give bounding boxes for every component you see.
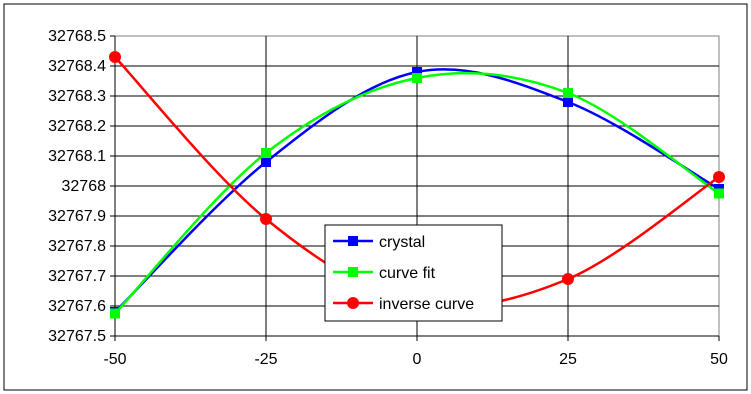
data-point <box>562 273 574 285</box>
y-tick-label: 32767.5 <box>48 328 106 345</box>
data-point <box>563 88 573 98</box>
data-point <box>109 51 121 63</box>
y-tick-label: 32767.8 <box>48 238 106 255</box>
y-tick-label: 32767.9 <box>48 208 106 225</box>
y-tick-label: 32768.4 <box>48 58 106 75</box>
legend-swatch-marker <box>348 267 358 277</box>
y-tick-label: 32768 <box>62 178 107 195</box>
legend-item: curve fit <box>333 265 436 282</box>
data-point <box>260 213 272 225</box>
axes: 32767.5 32767.6 32767.7 32767.8 32767.9 32768… <box>48 28 728 368</box>
y-tick-label: 32767.6 <box>48 298 106 315</box>
data-point <box>713 171 725 183</box>
data-point <box>261 157 271 167</box>
x-tick-label: -25 <box>254 351 277 368</box>
y-tick-label: 32768.1 <box>48 148 106 165</box>
legend-label: inverse curve <box>379 296 474 313</box>
legend-label: crystal <box>379 234 425 251</box>
data-point <box>412 73 422 83</box>
legend-item: crystal <box>333 234 425 251</box>
legend-swatch-marker <box>347 297 359 309</box>
data-point <box>563 97 573 107</box>
legend-item: inverse curve <box>333 296 474 313</box>
legend-label: curve fit <box>379 265 436 282</box>
y-tick-label: 32768.3 <box>48 88 106 105</box>
x-tick-label: 50 <box>710 351 728 368</box>
data-point <box>261 148 271 158</box>
y-tick-label: 32768.2 <box>48 118 106 135</box>
series-curve-fit <box>110 71 724 319</box>
y-tick-label: 32767.7 <box>48 268 106 285</box>
y-tick-label: 32768.5 <box>48 28 106 45</box>
data-point <box>412 67 422 77</box>
x-tick-label: 25 <box>559 351 577 368</box>
x-tick-label: 0 <box>413 351 422 368</box>
x-tick-label: -50 <box>103 351 126 368</box>
data-point <box>714 188 724 199</box>
legend: crystal curve fit inverse curve <box>324 224 503 322</box>
data-point <box>110 308 120 319</box>
legend-swatch-marker <box>348 236 358 246</box>
